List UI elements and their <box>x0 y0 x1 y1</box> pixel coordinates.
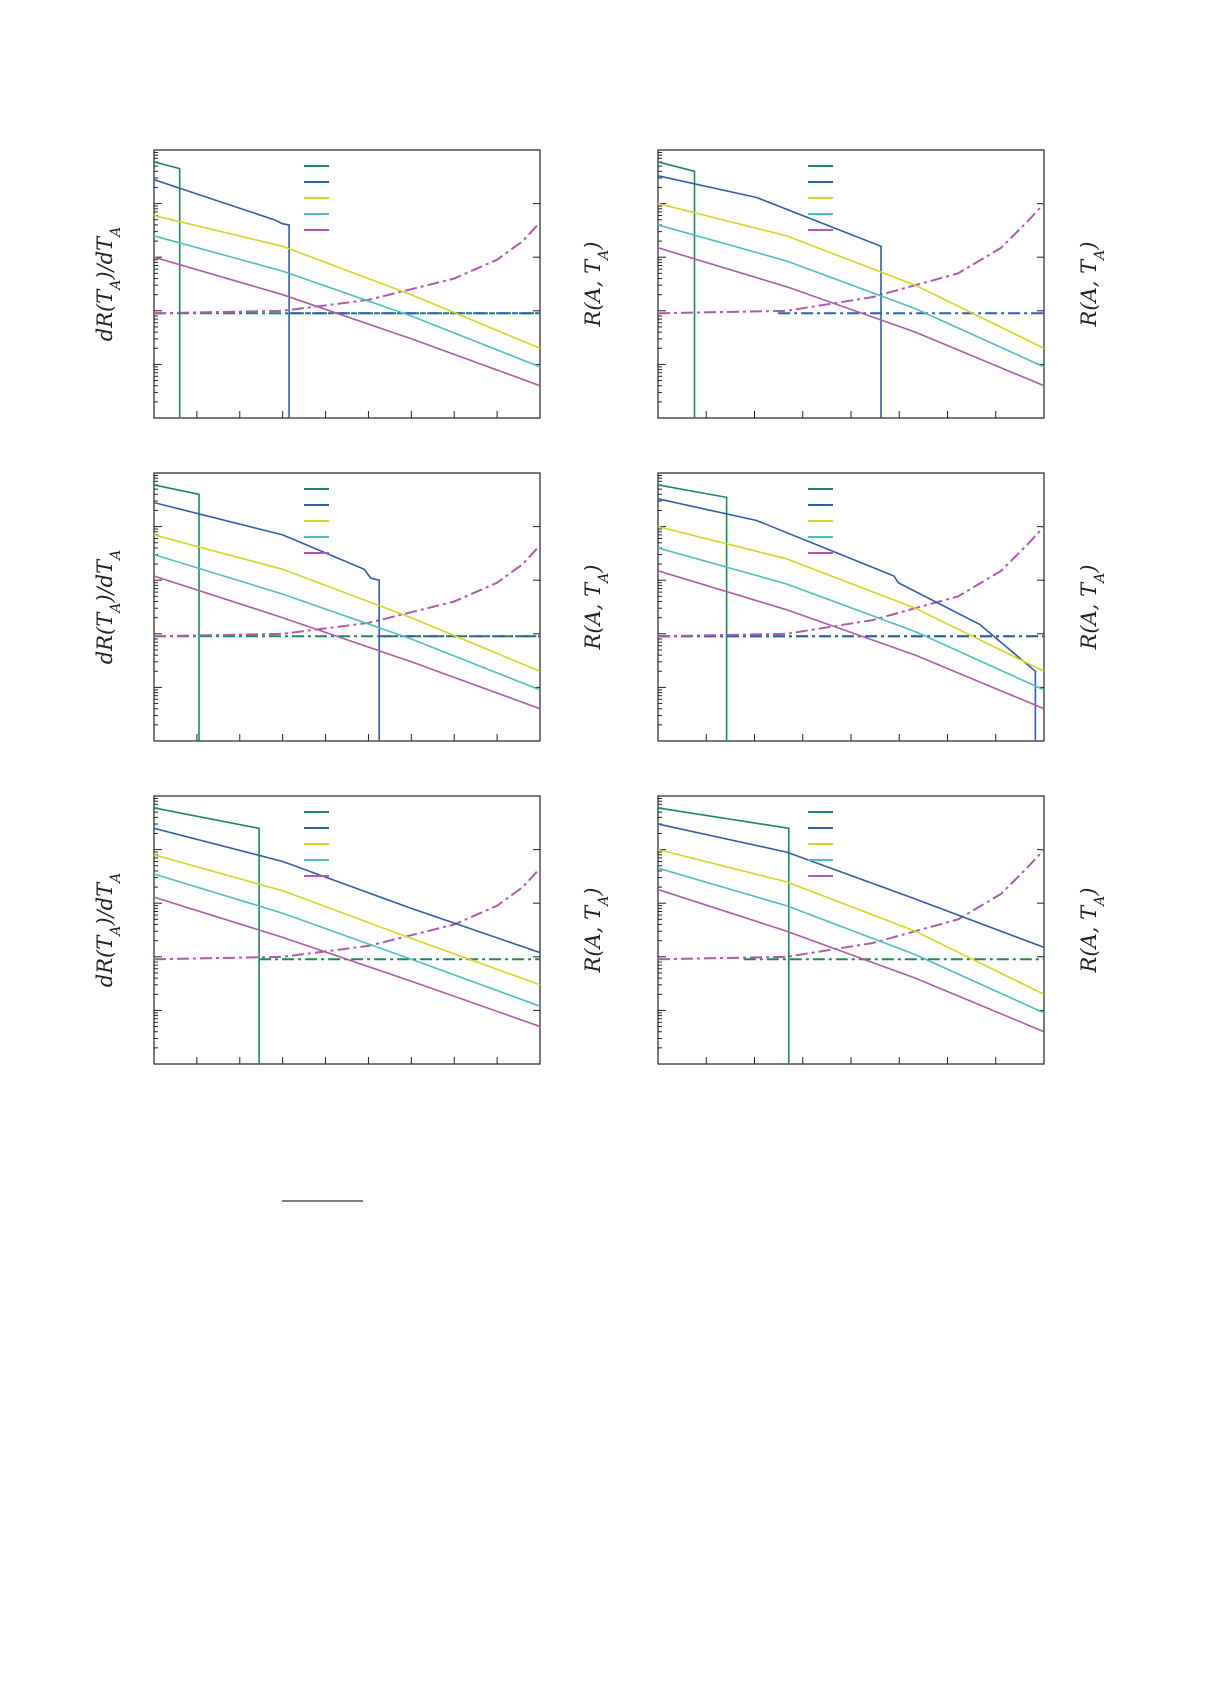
chart-panel-1: dR(TA)/dTA R(A, TA) <box>93 149 612 419</box>
chart-panel-2: R(A, TA) <box>657 149 1108 419</box>
y-axis-label-right: R(A, TA) <box>1077 242 1108 328</box>
series-line-yellow <box>658 848 1044 996</box>
series-line-magenta <box>154 896 540 1028</box>
series-line-cyan <box>658 224 1044 368</box>
chart-panel-3: dR(TA)/dTA R(A, TA) <box>93 472 612 742</box>
series-line-yellow <box>658 202 1044 350</box>
series-line-cyan <box>658 547 1044 691</box>
series-line-green <box>658 161 696 418</box>
series-line-blue <box>658 498 1037 741</box>
series-line-green <box>658 807 790 1064</box>
series-line-green <box>154 161 181 418</box>
series-line-magenta <box>658 888 1044 1033</box>
y-axis-label-left: dR(TA)/dTA <box>93 873 124 987</box>
series-line-magenta <box>154 256 540 387</box>
chart-panel-4: R(A, TA) <box>657 472 1108 742</box>
series-line-green <box>154 807 260 1064</box>
dashdot-series-magenta <box>658 202 1044 315</box>
series-line-cyan <box>154 873 540 1007</box>
series-line-blue <box>154 827 540 954</box>
plot-frame <box>153 149 541 419</box>
plot-frame <box>153 795 541 1065</box>
series-line-blue <box>154 178 290 418</box>
series-line-green <box>154 484 200 741</box>
y-axis-label-right: R(A, TA) <box>1077 565 1108 651</box>
series-line-yellow <box>154 214 540 350</box>
series-line-magenta <box>154 575 540 710</box>
y-axis-label-right: R(A, TA) <box>581 888 612 974</box>
dashdot-series-magenta <box>154 221 540 315</box>
series-line-magenta <box>658 247 1044 387</box>
dashdot-series-magenta <box>658 525 1044 638</box>
series-line-blue <box>658 175 882 418</box>
series-line-cyan <box>154 235 540 368</box>
series-line-magenta <box>658 570 1044 710</box>
series-line-blue <box>658 823 1044 949</box>
series-line-cyan <box>658 867 1044 1014</box>
dashdot-series-magenta <box>154 544 540 638</box>
y-axis-label-left: dR(TA)/dTA <box>93 227 124 341</box>
series-line-blue <box>154 501 381 741</box>
series-line-cyan <box>154 553 540 691</box>
series-line-yellow <box>154 854 540 986</box>
y-axis-label-right: R(A, TA) <box>1077 888 1108 974</box>
y-axis-label-left: dR(TA)/dTA <box>93 550 124 664</box>
series-line-yellow <box>658 525 1044 673</box>
dashdot-series-magenta <box>154 867 540 961</box>
plot-frame <box>153 472 541 742</box>
y-axis-label-right: R(A, TA) <box>581 565 612 651</box>
series-line-green <box>658 484 728 741</box>
chart-panel-5: dR(TA)/dTA R(A, TA) <box>93 795 612 1065</box>
y-axis-label-right: R(A, TA) <box>581 242 612 328</box>
series-line-yellow <box>154 534 540 673</box>
chart-panel-6: R(A, TA) <box>657 795 1108 1065</box>
dashdot-series-magenta <box>658 848 1044 961</box>
